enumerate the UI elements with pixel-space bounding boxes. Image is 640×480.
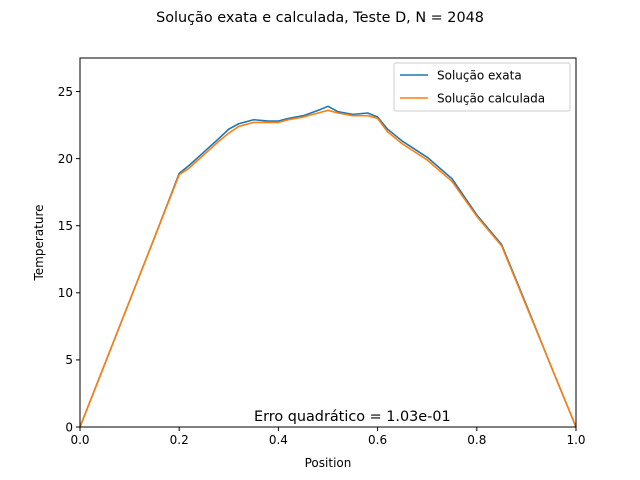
x-axis-label: Position bbox=[305, 456, 352, 470]
error-annotation: Erro quadrático = 1.03e-01 bbox=[254, 409, 451, 425]
y-axis-label: Temperature bbox=[32, 204, 46, 281]
legend-label-calculada: Solução calculada bbox=[437, 92, 545, 106]
legend-box bbox=[393, 62, 571, 112]
x-tick-label: 0.0 bbox=[70, 433, 89, 447]
y-tick-label: 25 bbox=[58, 85, 73, 99]
legend-label-exata: Solução exata bbox=[437, 69, 522, 83]
plot-frame bbox=[79, 57, 577, 428]
y-tick-label: 0 bbox=[65, 420, 73, 434]
x-tick-label: 0.4 bbox=[269, 433, 288, 447]
series-line-calculada bbox=[79, 109, 577, 428]
x-tick-label: 0.2 bbox=[170, 433, 189, 447]
plot-area bbox=[80, 58, 576, 427]
x-axis-ticks: 0.0 0.2 0.4 0.6 0.8 1.0 bbox=[70, 427, 586, 447]
x-tick-label: 1.0 bbox=[566, 433, 585, 447]
series-layer bbox=[79, 105, 577, 428]
x-tick-label: 0.8 bbox=[467, 433, 486, 447]
y-tick-label: 15 bbox=[58, 219, 73, 233]
series-line-exata bbox=[79, 105, 577, 428]
legend: Solução exata Solução calculada bbox=[393, 62, 571, 112]
chart-title: Solução exata e calculada, Teste D, N = … bbox=[156, 10, 484, 26]
y-tick-label: 10 bbox=[58, 286, 73, 300]
x-tick-label: 0.6 bbox=[368, 433, 387, 447]
y-tick-label: 20 bbox=[58, 152, 73, 166]
y-axis-ticks: 0 5 10 15 20 25 bbox=[58, 85, 80, 434]
y-tick-label: 5 bbox=[65, 353, 73, 367]
